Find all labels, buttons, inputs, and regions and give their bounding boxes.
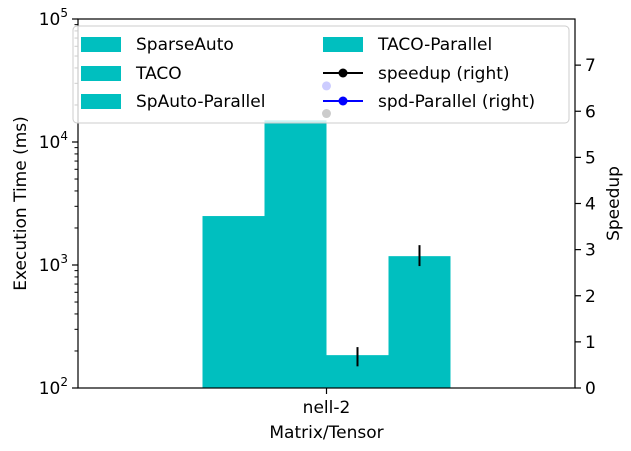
left-y-axis: 102 103 104 105 <box>39 6 78 399</box>
right-y-axis: 0 1 2 3 4 5 6 7 <box>575 56 596 399</box>
legend-label: SpAuto-Parallel <box>136 92 265 112</box>
legend-swatch <box>323 37 363 52</box>
legend-swatch <box>81 66 121 81</box>
x-axis: nell-2 <box>303 388 351 418</box>
left-y-axis-label: Execution Time (ms) <box>11 116 31 291</box>
right-tick-label: 0 <box>585 379 596 399</box>
right-tick-label: 5 <box>585 148 596 168</box>
bar-taco <box>264 120 327 389</box>
right-tick-label: 2 <box>585 287 596 307</box>
bar-sparseauto <box>202 216 265 388</box>
legend-swatch <box>81 37 121 52</box>
left-tick-label: 104 <box>39 129 68 153</box>
left-tick-label: 102 <box>39 375 68 399</box>
right-tick-label: 3 <box>585 241 596 261</box>
legend: SparseAuto TACO SpAuto-Parallel TACO-Parall… <box>72 25 570 124</box>
legend-label: SparseAuto <box>136 35 234 55</box>
legend-label: speedup (right) <box>378 64 510 84</box>
right-tick-label: 1 <box>585 333 596 353</box>
right-y-axis-label: Speedup <box>604 166 624 241</box>
legend-label: TACO <box>135 64 182 84</box>
legend-marker <box>338 68 348 78</box>
legend-box <box>72 25 570 124</box>
legend-label: spd-Parallel (right) <box>378 92 535 112</box>
right-tick-label: 4 <box>585 195 596 215</box>
left-tick-label: 105 <box>39 6 68 30</box>
legend-label: TACO-Parallel <box>377 35 492 55</box>
legend-swatch <box>81 94 121 109</box>
left-tick-label: 103 <box>39 252 68 276</box>
x-axis-label: Matrix/Tensor <box>269 423 383 443</box>
legend-marker <box>338 96 348 106</box>
x-tick-label: nell-2 <box>303 398 351 418</box>
right-tick-label: 6 <box>585 102 596 122</box>
bar-taco-parallel <box>388 256 451 388</box>
bars-group <box>202 120 451 389</box>
right-tick-label: 7 <box>585 56 596 76</box>
error-bars-group <box>356 245 421 367</box>
